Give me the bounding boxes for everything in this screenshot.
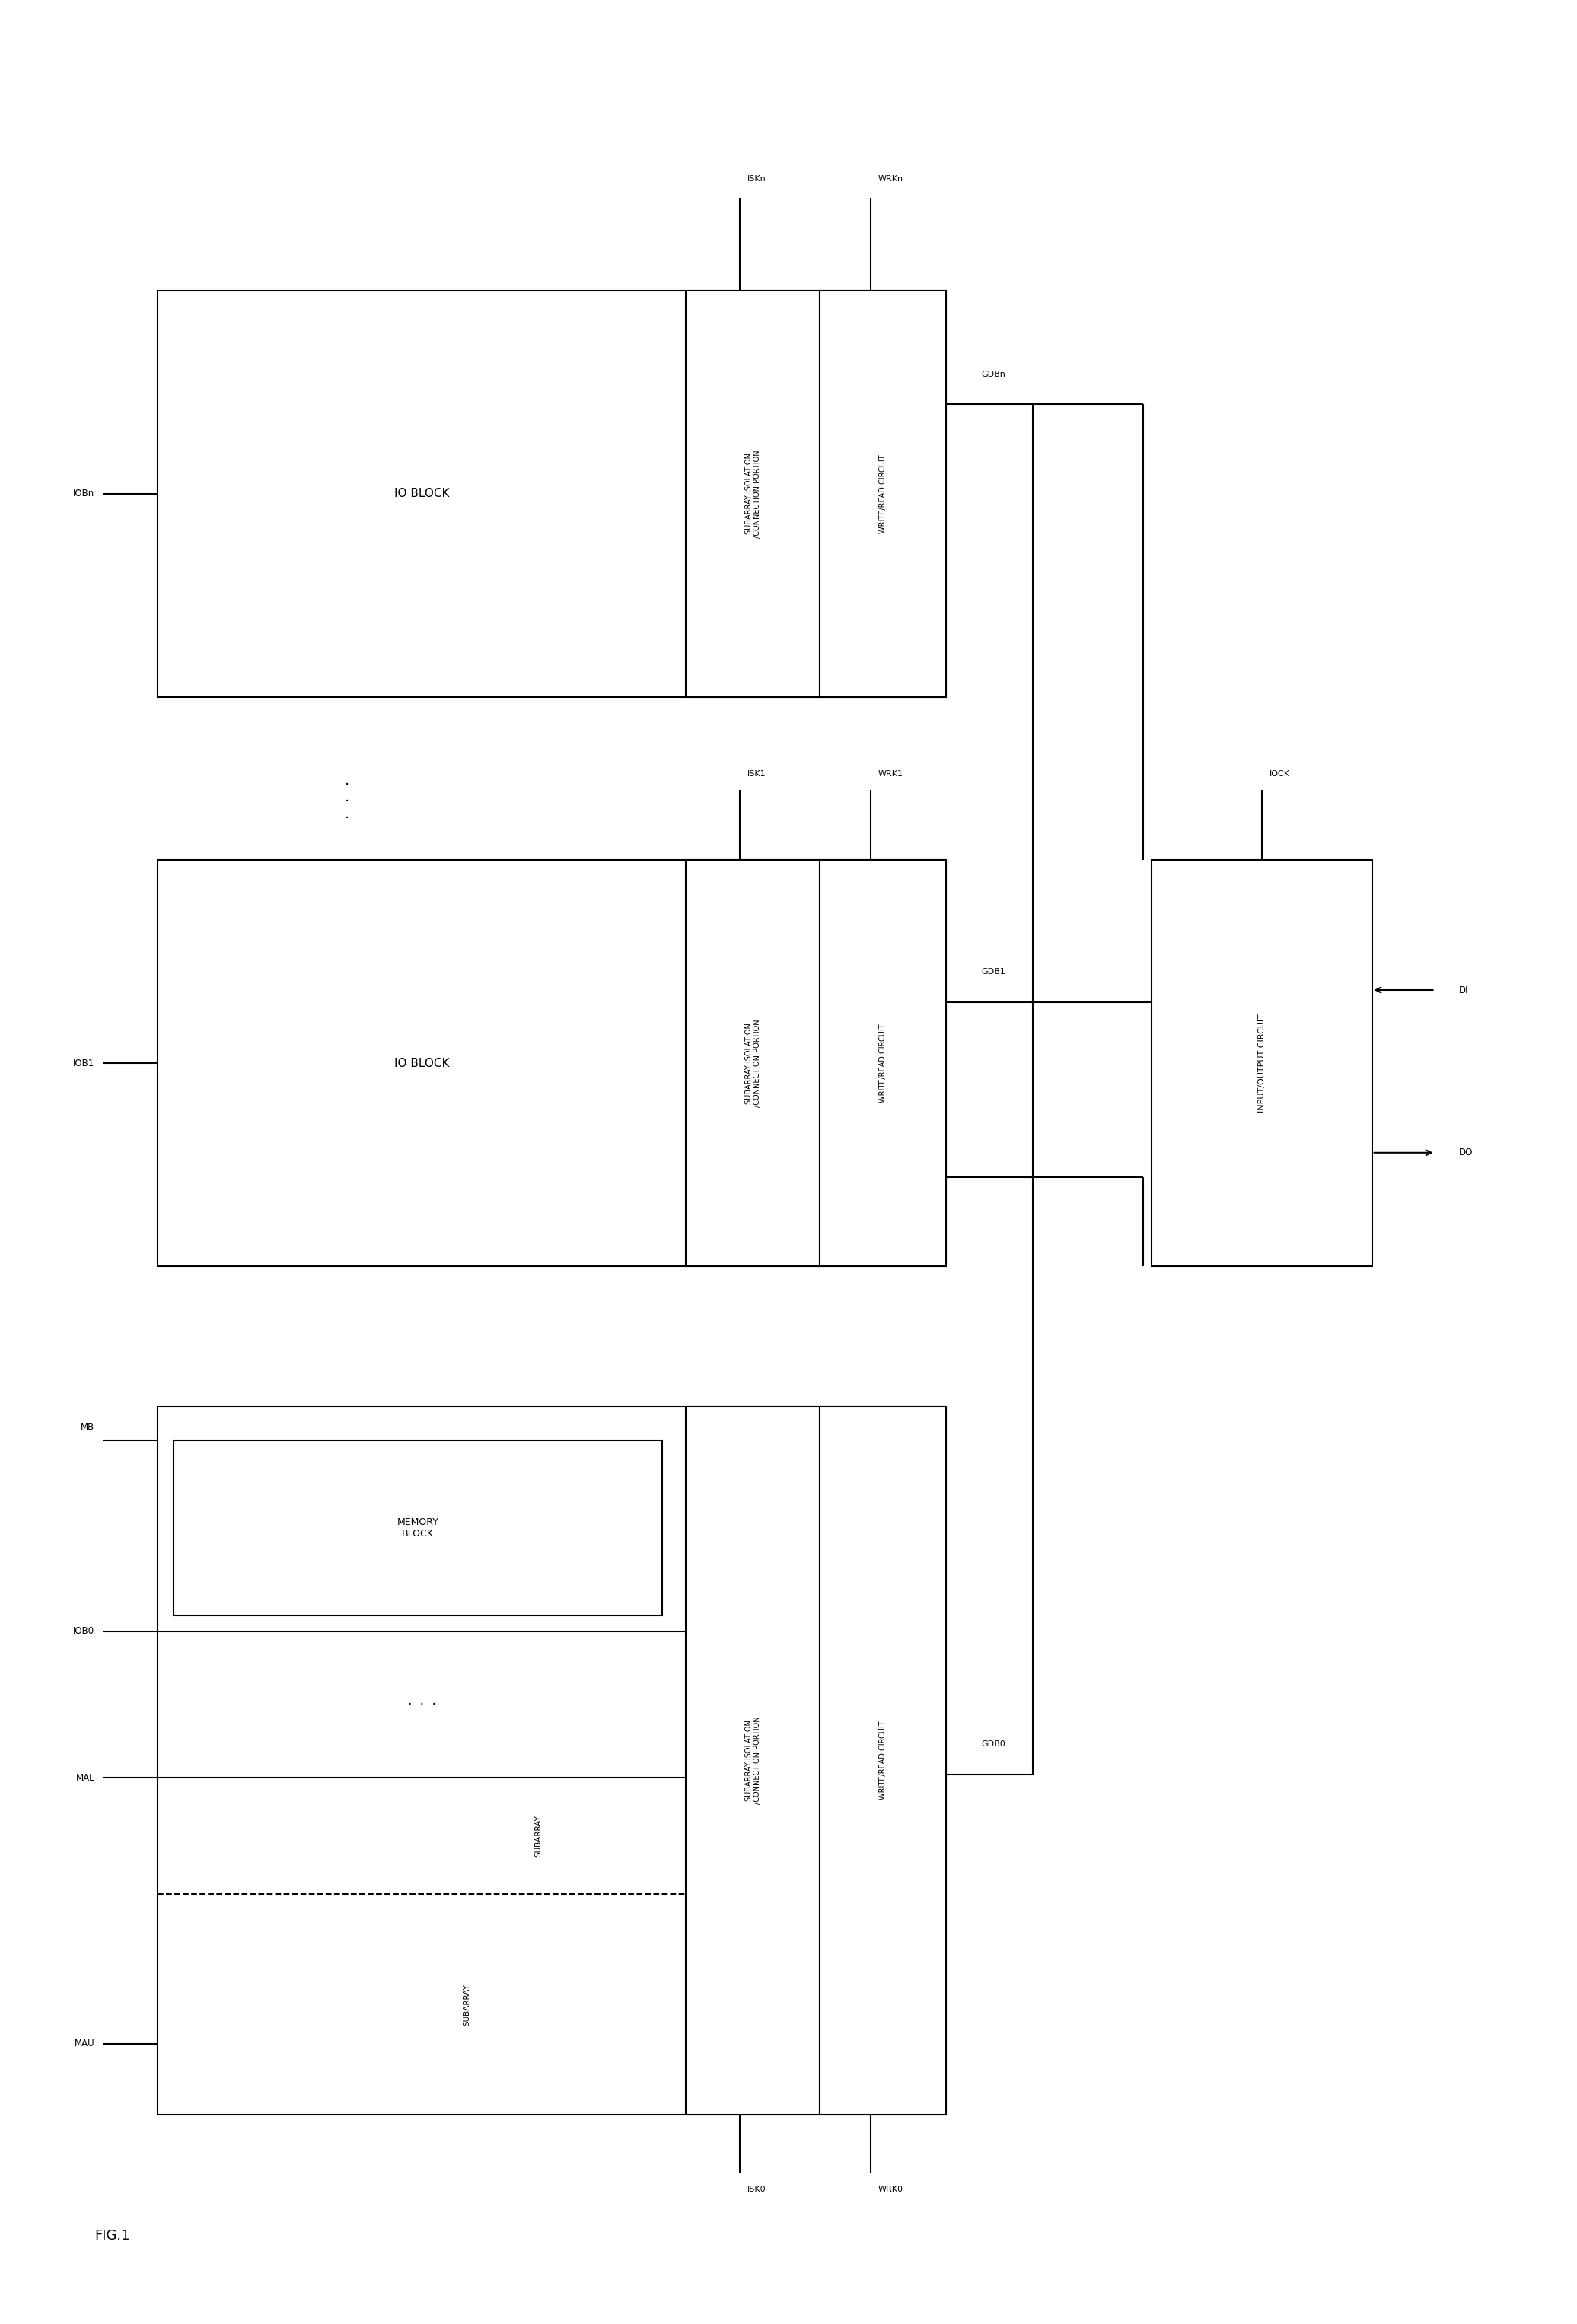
- Text: ·  ·  ·: · · ·: [408, 1699, 435, 1710]
- Text: IO BLOCK: IO BLOCK: [394, 1057, 449, 1069]
- Bar: [158, 860, 946, 1267]
- Bar: [158, 290, 946, 697]
- Text: ISKn: ISKn: [747, 174, 766, 184]
- Text: DO: DO: [1459, 1148, 1473, 1157]
- Text: DI: DI: [1459, 985, 1468, 995]
- Text: IOB0: IOB0: [73, 1627, 95, 1636]
- Text: ISK1: ISK1: [747, 769, 766, 779]
- Text: IOCK: IOCK: [1269, 769, 1290, 779]
- Text: MAU: MAU: [74, 2038, 95, 2050]
- Text: FIG.1: FIG.1: [95, 2229, 129, 2243]
- Text: MB: MB: [80, 1422, 95, 1432]
- Text: SUBARRAY ISOLATION
/CONNECTION PORTION: SUBARRAY ISOLATION /CONNECTION PORTION: [744, 1717, 762, 1803]
- Text: WRK1: WRK1: [878, 769, 904, 779]
- Text: WRKn: WRKn: [878, 174, 904, 184]
- Text: SUBARRAY: SUBARRAY: [535, 1815, 542, 1857]
- Text: WRITE/READ CIRCUIT: WRITE/READ CIRCUIT: [880, 1722, 886, 1799]
- Bar: [686, 1406, 820, 2115]
- Text: MEMORY
BLOCK: MEMORY BLOCK: [397, 1518, 438, 1538]
- Bar: [820, 1406, 946, 2115]
- Text: ISK0: ISK0: [747, 2185, 766, 2194]
- Text: INPUT/OUTPUT CIRCUIT: INPUT/OUTPUT CIRCUIT: [1258, 1013, 1265, 1113]
- Text: WRITE/READ CIRCUIT: WRITE/READ CIRCUIT: [880, 456, 886, 532]
- Text: SUBARRAY: SUBARRAY: [464, 1985, 472, 2024]
- Bar: [686, 860, 820, 1267]
- Text: GDBn: GDBn: [981, 370, 1006, 379]
- Bar: [820, 290, 946, 697]
- Text: GDB0: GDB0: [981, 1741, 1006, 1748]
- Text: MAL: MAL: [76, 1773, 95, 1783]
- Text: GDB1: GDB1: [981, 969, 1006, 976]
- Text: IOB1: IOB1: [73, 1057, 95, 1069]
- Text: WRK0: WRK0: [878, 2185, 904, 2194]
- Text: IOBn: IOBn: [73, 488, 95, 500]
- Bar: [1151, 860, 1372, 1267]
- Bar: [820, 860, 946, 1267]
- Bar: [158, 1406, 946, 2115]
- Bar: [686, 290, 820, 697]
- Text: SUBARRAY ISOLATION
/CONNECTION PORTION: SUBARRAY ISOLATION /CONNECTION PORTION: [744, 1020, 762, 1106]
- Text: WRITE/READ CIRCUIT: WRITE/READ CIRCUIT: [880, 1025, 886, 1102]
- Text: IO BLOCK: IO BLOCK: [394, 488, 449, 500]
- Bar: [173, 1441, 662, 1615]
- Text: SUBARRAY ISOLATION
/CONNECTION PORTION: SUBARRAY ISOLATION /CONNECTION PORTION: [744, 451, 762, 537]
- Text: ·
·
·: · · ·: [344, 779, 350, 825]
